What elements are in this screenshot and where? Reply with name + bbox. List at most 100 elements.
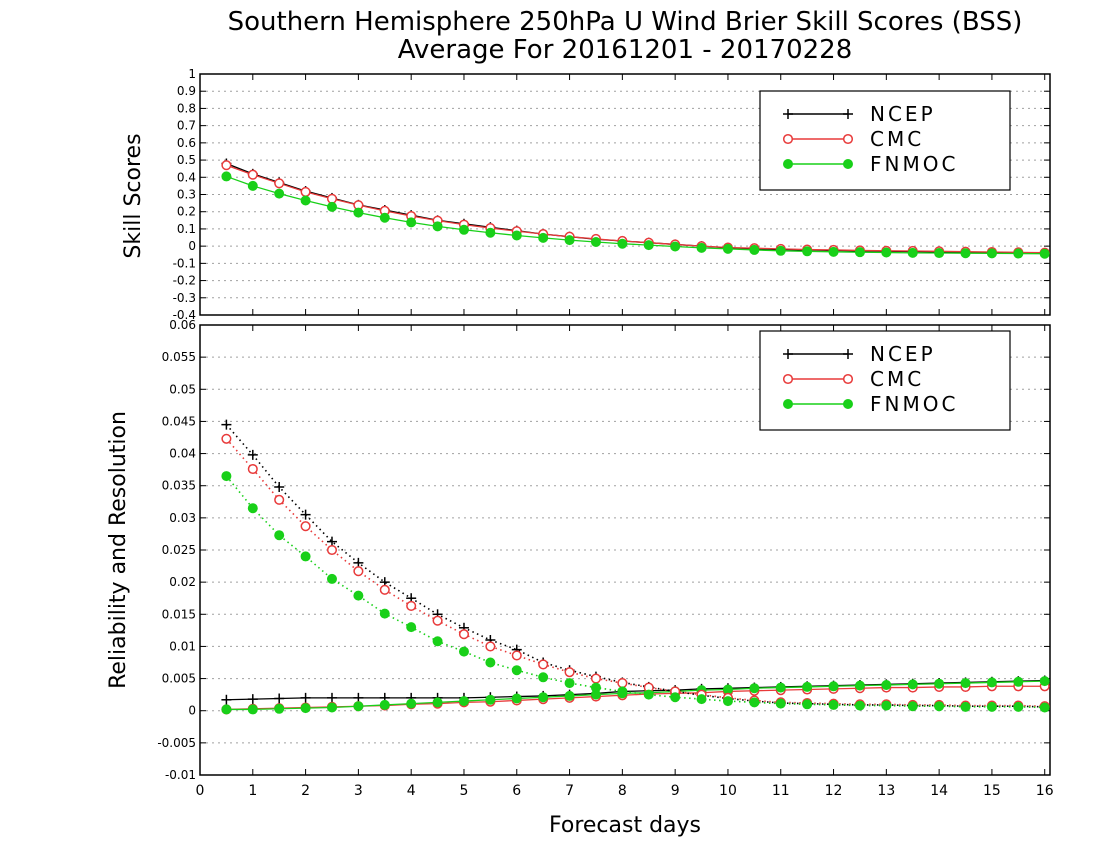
- top-point-fnmoc: [722, 243, 733, 254]
- bottom-point-fnmoc: [564, 690, 575, 701]
- bottom-point-fnmoc-dotted: [907, 701, 918, 712]
- bottom-point-fnmoc: [432, 697, 443, 708]
- bottom-point-fnmoc: [511, 693, 522, 704]
- top-y-tick-label: 0.6: [177, 136, 196, 150]
- top-legend-box: [759, 90, 1011, 191]
- bottom-point-fnmoc-dotted: [854, 700, 865, 711]
- bottom-legend-label-cmc: CMC: [870, 367, 924, 391]
- bottom-y-tick-label: 0.04: [169, 447, 196, 461]
- top-point-fnmoc: [934, 248, 945, 259]
- bottom-point-fnmoc: [775, 682, 786, 693]
- top-point-fnmoc: [643, 240, 654, 251]
- bottom-point-fnmoc-dotted: [247, 503, 258, 514]
- x-tick-label: 16: [1036, 783, 1054, 799]
- top-point-fnmoc: [300, 195, 311, 206]
- x-tick-label: 15: [983, 783, 1001, 799]
- top-point-fnmoc: [986, 248, 997, 259]
- top-y-tick-label: 0.8: [177, 101, 196, 115]
- top-point-fnmoc: [907, 247, 918, 258]
- bottom-point-fnmoc: [802, 681, 813, 692]
- bottom-point-fnmoc-dotted: [300, 551, 311, 562]
- bottom-point-fnmoc-dotted: [802, 699, 813, 710]
- x-tick-label: 1: [248, 783, 257, 799]
- top-point-cmc: [247, 169, 258, 180]
- x-tick-label: 10: [719, 783, 737, 799]
- bottom-y-tick-label: 0.02: [169, 575, 196, 589]
- bottom-y-tick-label: 0.06: [169, 318, 196, 332]
- bottom-point-cmc-dotted: [590, 673, 602, 684]
- chart-subtitle: Average For 20161201 - 20170228: [398, 35, 853, 65]
- bottom-point-fnmoc: [458, 696, 469, 707]
- bottom-point-cmc-dotted: [458, 629, 470, 640]
- bottom-point-cmc-dotted: [247, 463, 258, 475]
- bottom-point-fnmoc: [274, 703, 285, 714]
- bottom-y-tick-label: 0: [188, 704, 196, 718]
- bottom-point-cmc-dotted: [353, 566, 364, 577]
- bottom-point-fnmoc-dotted: [353, 590, 364, 601]
- bottom-point-cmc-dotted: [326, 544, 338, 556]
- x-tick-label: 2: [301, 783, 310, 799]
- bottom-point-cmc-dotted: [538, 659, 549, 670]
- top-point-fnmoc: [406, 217, 417, 228]
- bottom-y-tick-label: 0.005: [162, 672, 196, 686]
- top-point-fnmoc: [432, 221, 443, 232]
- top-y-tick-label: 0.1: [177, 222, 196, 236]
- top-point-cmc: [221, 160, 232, 171]
- bottom-point-fnmoc-dotted: [643, 689, 654, 700]
- top-y-tick-label: -0.3: [173, 291, 196, 305]
- top-point-fnmoc: [828, 246, 839, 257]
- bottom-point-fnmoc-dotted: [617, 686, 628, 697]
- bottom-point-fnmoc-dotted: [538, 672, 549, 683]
- bottom-point-cmc-dotted: [511, 650, 522, 661]
- top-point-fnmoc: [511, 230, 522, 241]
- top-point-fnmoc: [458, 224, 469, 235]
- bottom-point-fnmoc: [538, 692, 549, 703]
- bottom-point-fnmoc-dotted: [511, 665, 522, 676]
- top-legend-marker-fnmoc: [843, 159, 853, 169]
- bottom-legend-box: [759, 330, 1011, 431]
- x-tick-label: 4: [407, 783, 416, 799]
- bottom-point-cmc-dotted: [221, 433, 232, 444]
- bottom-point-cmc-dotted: [432, 615, 443, 626]
- bottom-y-tick-label: 0.055: [162, 350, 196, 364]
- bottom-point-fnmoc-dotted: [960, 701, 971, 712]
- bottom-y-tick-label: 0.01: [169, 639, 196, 653]
- top-y-tick-label: 0.3: [177, 188, 196, 202]
- x-tick-label: 7: [565, 783, 574, 799]
- bottom-point-fnmoc: [854, 680, 865, 691]
- top-point-cmc: [300, 186, 311, 197]
- bottom-point-fnmoc: [247, 704, 258, 715]
- x-tick-label: 11: [772, 783, 790, 799]
- bottom-point-fnmoc: [881, 680, 892, 690]
- top-y-tick-label: 0: [188, 239, 196, 253]
- bottom-point-fnmoc: [326, 702, 337, 713]
- bottom-point-fnmoc-dotted: [458, 646, 469, 657]
- top-point-fnmoc: [854, 247, 865, 258]
- bottom-point-fnmoc: [960, 678, 971, 689]
- bottom-panel: 0.060.0550.050.0450.040.0350.030.0250.02…: [157, 318, 1053, 799]
- bottom-point-fnmoc-dotted: [485, 657, 496, 668]
- x-tick-label: 5: [460, 783, 469, 799]
- bottom-point-fnmoc-dotted: [934, 701, 945, 712]
- top-y-tick-label: -0.2: [173, 274, 196, 288]
- top-y-tick-label: 0.2: [177, 205, 196, 219]
- bottom-point-fnmoc: [221, 704, 232, 715]
- x-tick-label: 14: [930, 783, 948, 799]
- bottom-y-tick-label: 0.035: [162, 479, 196, 493]
- x-tick-label: 3: [354, 783, 363, 799]
- top-point-fnmoc: [617, 238, 628, 249]
- x-tick-label: 0: [196, 783, 205, 799]
- bottom-legend-label-fnmoc: FNMOC: [870, 392, 958, 416]
- top-y-axis-label: Skill Scores: [121, 133, 146, 258]
- bottom-point-cmc-dotted: [406, 600, 417, 611]
- bottom-point-fnmoc: [1013, 676, 1024, 687]
- top-y-tick-label: 1: [188, 67, 196, 81]
- bottom-point-fnmoc-dotted: [986, 701, 997, 712]
- bottom-legend-marker-cmc: [842, 373, 854, 385]
- bottom-point-fnmoc: [828, 681, 839, 692]
- top-y-tick-label: 0.7: [177, 119, 196, 133]
- bottom-series-cmc-dotted-line: [225, 438, 1045, 708]
- top-legend-label-cmc: CMC: [870, 127, 924, 151]
- bottom-point-fnmoc: [749, 683, 760, 694]
- bottom-plot-frame: [199, 324, 1051, 776]
